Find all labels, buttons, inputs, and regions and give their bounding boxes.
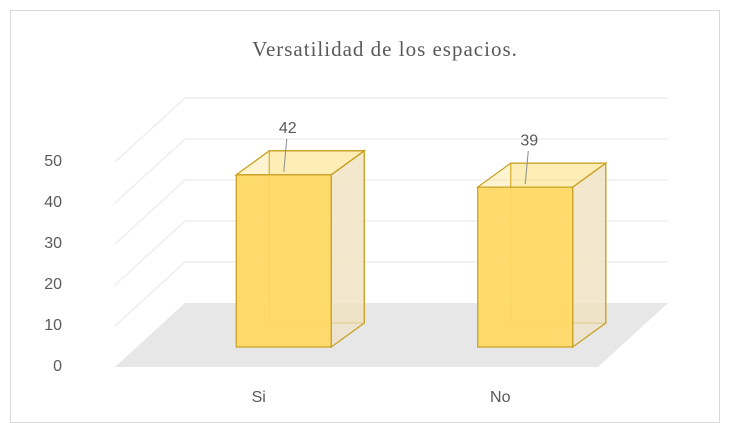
y-tick-label: 20 [44,276,62,293]
grid-line [114,179,668,245]
bar-front [477,186,574,348]
bar [234,149,367,349]
data-label: 39 [520,132,538,149]
y-tick-label: 50 [44,153,62,170]
grid-line [114,97,668,163]
bar [475,161,608,349]
data-label: 42 [279,120,297,137]
bar-front [235,174,332,348]
chart-title: Versatilidad de los espacios. [252,37,518,61]
x-tick-label: Si [252,389,266,406]
bar-side [330,149,365,349]
grid-line [114,138,668,204]
y-tick-label: 30 [44,235,62,252]
x-tick-label: No [490,389,511,406]
bar-side [572,161,607,349]
y-tick-label: 40 [44,194,62,211]
leader-line [524,151,529,185]
y-tick-label: 0 [53,358,62,375]
y-tick-label: 10 [44,317,62,334]
leader-line [283,138,288,172]
